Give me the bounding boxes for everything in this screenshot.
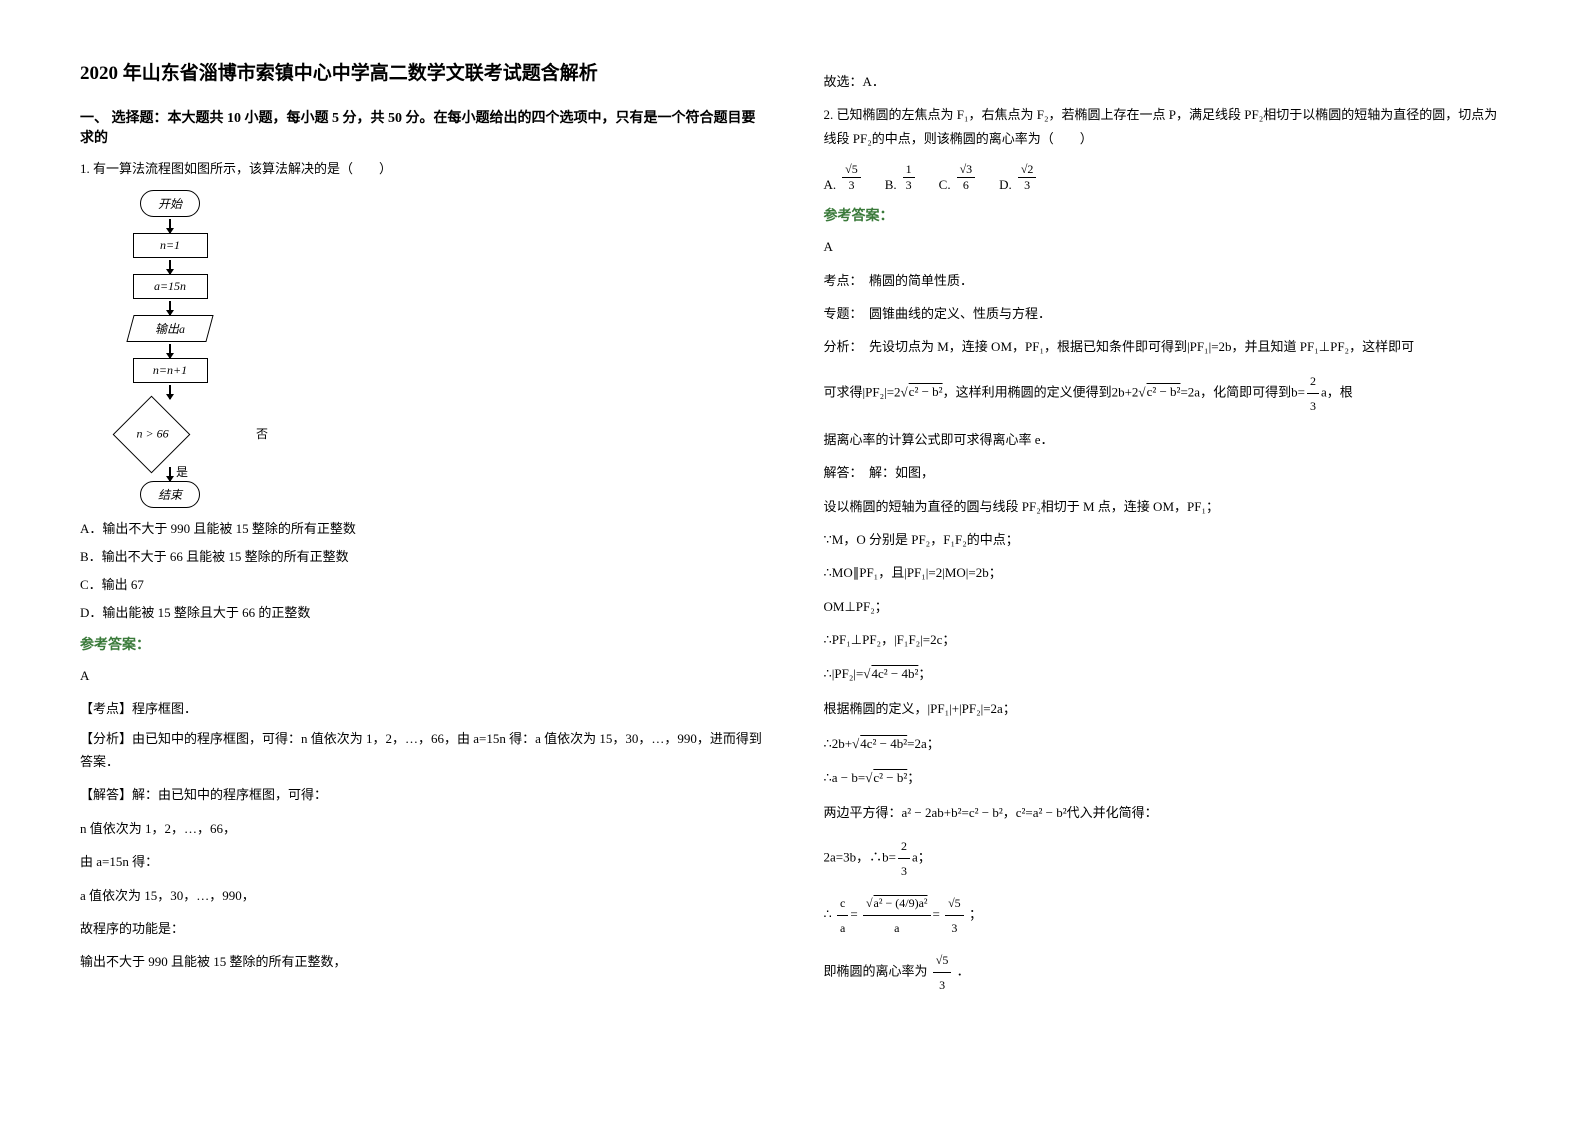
q1-opt-a: A．输出不大于 990 且能被 15 整除的所有正整数 [80, 518, 764, 540]
page-title: 2020 年山东省淄博市索镇中心中学高二数学文联考试题含解析 [80, 60, 764, 89]
answer-label: 参考答案： [824, 205, 1508, 225]
q1-stem: 1. 有一算法流程图如图所示，该算法解决的是（ ） [80, 157, 764, 180]
flow-no-label: 否 [256, 425, 268, 442]
s5: ∴PF₁⊥PF₂，|F₁F₂|=2c； [824, 628, 1508, 651]
jieda: 解答： 解：如图， [824, 461, 1508, 484]
jieda-label: 【解答】解：由已知中的程序框图，可得： [80, 783, 764, 806]
flow-arrow [169, 260, 171, 274]
q2-opt-c: C. √36 [939, 162, 978, 193]
q1-opt-c: C．输出 67 [80, 574, 764, 596]
q1-opt-b: B．输出不大于 66 且能被 15 整除的所有正整数 [80, 546, 764, 568]
q1-opt-d: D．输出能被 15 整除且大于 66 的正整数 [80, 602, 764, 624]
flow-arrow [169, 301, 171, 315]
zhuanti: 专题： 圆锥曲线的定义、性质与方程． [824, 302, 1508, 325]
q2-stem: 2. 已知椭圆的左焦点为 F₁，右焦点为 F₂，若椭圆上存在一点 P，满足线段 … [824, 103, 1508, 150]
fenxi: 【分析】由已知中的程序框图，可得：n 值依次为 1，2，…，66，由 a=15n… [80, 727, 764, 774]
jieda6: 故选：A． [824, 70, 1508, 93]
flow-inc: n=n+1 [133, 358, 208, 383]
right-column: 故选：A． 2. 已知椭圆的左焦点为 F₁，右焦点为 F₂，若椭圆上存在一点 P… [824, 60, 1508, 1005]
s12: ∴ ca= √a² − (4/9)a²a= √53 ； [824, 891, 1508, 940]
flow-arrow [169, 344, 171, 358]
jieda3: a 值依次为 15，30，…，990， [80, 884, 764, 907]
s3: ∴MO∥PF₁，且|PF₁|=2|MO|=2b； [824, 561, 1508, 584]
page-columns: 2020 年山东省淄博市索镇中心中学高二数学文联考试题含解析 一、 选择题：本大… [80, 60, 1507, 1005]
flow-n1: n=1 [133, 233, 208, 258]
section-heading: 一、 选择题：本大题共 10 小题，每小题 5 分，共 50 分。在每小题给出的… [80, 107, 764, 147]
flow-cond: n > 66 [113, 395, 191, 473]
kaodian: 考点： 椭圆的简单性质． [824, 269, 1508, 292]
flow-yes-label: 是 [176, 463, 188, 480]
s13: 即椭圆的离心率为 √53 ． [824, 948, 1508, 997]
s4: OM⊥PF₂； [824, 595, 1508, 618]
q1-answer: A [80, 664, 764, 687]
jieda1: n 值依次为 1，2，…，66， [80, 817, 764, 840]
flow-start: 开始 [140, 190, 200, 217]
s1: 设以椭圆的短轴为直径的圆与线段 PF₂相切于 M 点，连接 OM，PF₁； [824, 495, 1508, 518]
q2-opt-d: D. √23 [999, 162, 1038, 193]
q2-answer: A [824, 235, 1508, 258]
q2-opt-b: B. 13 [885, 162, 917, 193]
q2-opt-a: A. √53 [824, 162, 863, 193]
flow-a15n: a=15n [133, 274, 208, 299]
q1-options: A．输出不大于 990 且能被 15 整除的所有正整数 B．输出不大于 66 且… [80, 518, 764, 624]
answer-label: 参考答案： [80, 634, 764, 654]
fenxi-pre: 分析： 先设切点为 M，连接 OM，PF₁，根据已知条件即可得到|PF₁|=2b… [824, 335, 1508, 358]
fenxi-line3: 据离心率的计算公式即可求得离心率 e． [824, 428, 1508, 451]
left-column: 2020 年山东省淄博市索镇中心中学高二数学文联考试题含解析 一、 选择题：本大… [80, 60, 764, 1005]
jieda2: 由 a=15n 得： [80, 850, 764, 873]
s11: 2a=3b，∴b=23a； [824, 834, 1508, 883]
s10: 两边平方得：a² − 2ab+b²=c² − b²，c²=a² − b²代入并化… [824, 801, 1508, 824]
flow-output: 输出a [126, 315, 213, 342]
s6: ∴|PF₂|=√4c² − 4b²； [824, 661, 1508, 687]
flow-arrow [169, 219, 171, 233]
kaodian: 【考点】程序框图． [80, 698, 764, 717]
q2-options: A. √53 B. 13 C. √36 D. √23 [824, 162, 1508, 193]
flowchart: 开始 n=1 a=15n 输出a n=n+1 n > 66 否 是 结束 [100, 190, 764, 508]
s8: ∴2b+√4c² − 4b²=2a； [824, 731, 1508, 757]
s2: ∵M，O 分别是 PF₂，F₁F₂的中点； [824, 528, 1508, 551]
flow-arrow [169, 385, 171, 399]
jieda4: 故程序的功能是： [80, 917, 764, 940]
s9: ∴a − b=√c² − b²； [824, 765, 1508, 791]
s7: 根据椭圆的定义，|PF₁|+|PF₂|=2a； [824, 697, 1508, 720]
flow-arrow [169, 467, 171, 481]
flow-end: 结束 [140, 481, 200, 508]
jieda5: 输出不大于 990 且能被 15 整除的所有正整数， [80, 950, 764, 973]
fenxi-line2: 可求得|PF₂|=2√c² − b²，这样利用椭圆的定义便得到2b+2√c² −… [824, 369, 1508, 418]
